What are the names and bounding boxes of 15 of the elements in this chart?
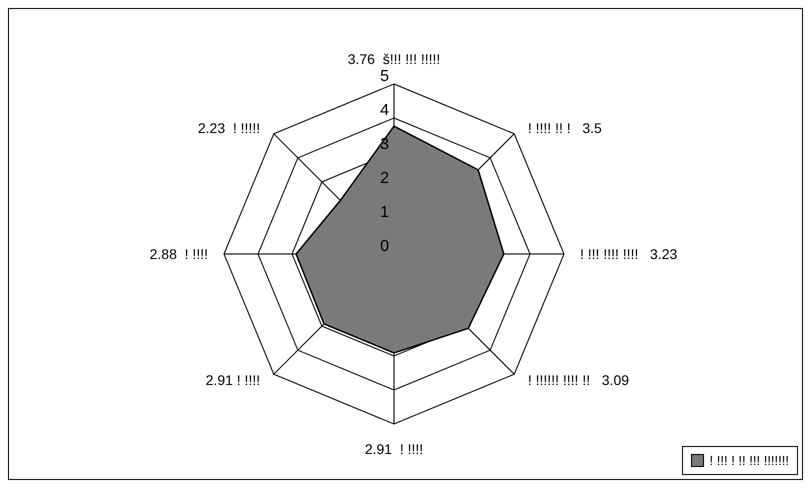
- spoke-label: ! !!! !!!! !!!! 3.23: [580, 246, 678, 262]
- spoke-label: 3.76 š!!! !!! !!!!!: [348, 51, 440, 67]
- y-tick-label: 4: [380, 102, 390, 119]
- spoke-label: 2.88 ! !!!!: [150, 246, 208, 262]
- legend-label: ! !!! ! !! !!! !!!!!!!: [710, 453, 789, 468]
- spoke-label: ! !!!! !! ! 3.5: [528, 120, 602, 136]
- y-tick-label: 5: [380, 68, 390, 85]
- spoke-label: 2.91 ! !!!!: [364, 441, 424, 457]
- y-tick-label: 3: [380, 136, 390, 153]
- spoke-label: 2.91 ! !!!!: [206, 372, 260, 388]
- y-tick-label: 1: [380, 204, 390, 221]
- y-tick-label: 0: [380, 238, 390, 255]
- spoke-label: ! !!!!!! !!!! !! 3.09: [528, 372, 630, 388]
- spoke-label: 2.23 ! !!!!!: [198, 120, 260, 136]
- y-tick-label: 2: [380, 170, 390, 187]
